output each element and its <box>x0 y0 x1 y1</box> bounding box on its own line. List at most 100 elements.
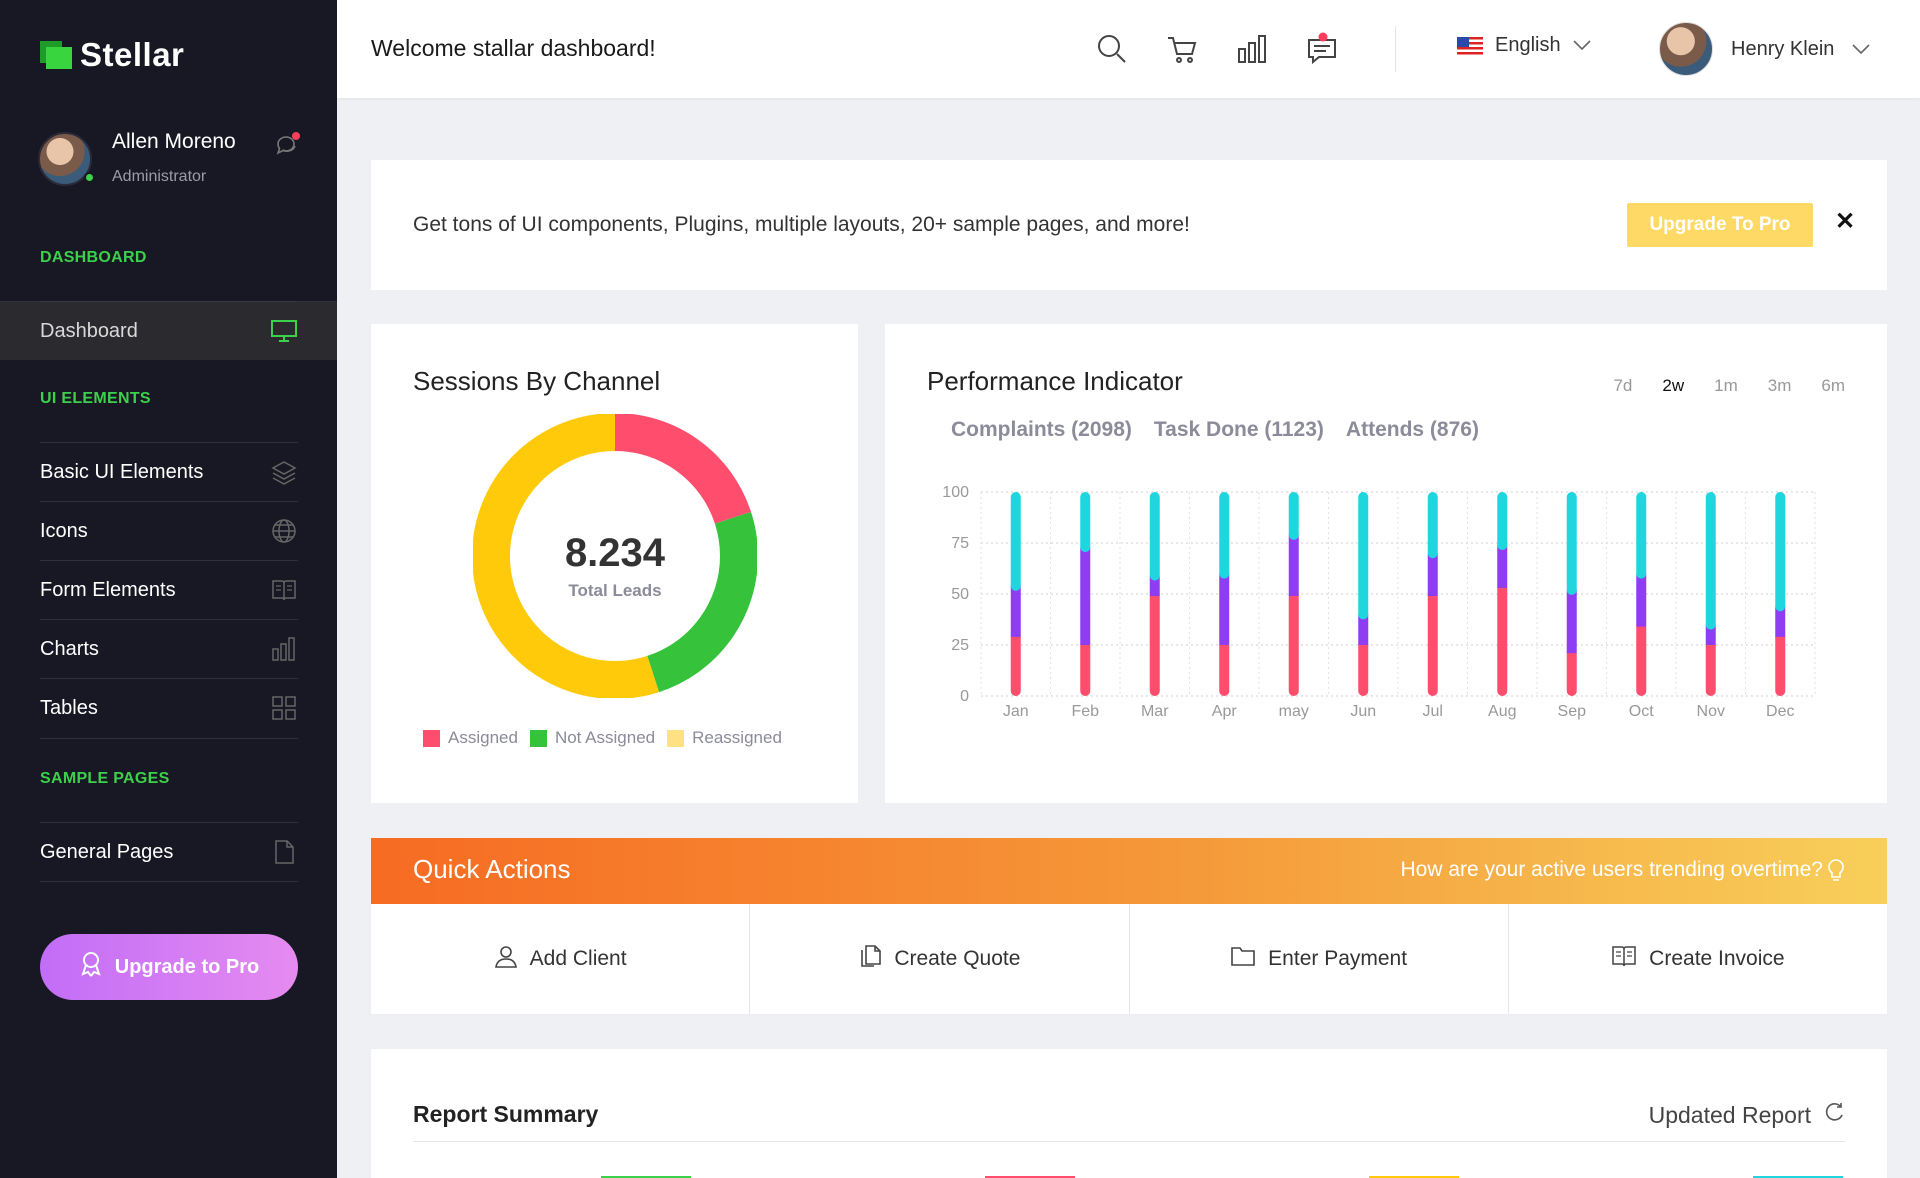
language-selector[interactable]: English <box>1457 34 1591 57</box>
search-icon[interactable] <box>1095 32 1129 66</box>
online-status-dot <box>84 172 95 183</box>
chevron-down-icon <box>1852 38 1870 61</box>
sidebar-item-basic-ui[interactable]: Basic UI Elements <box>40 442 298 501</box>
promo-banner: Get tons of UI components, Plugins, mult… <box>371 160 1887 290</box>
report-title: Report Summary <box>413 1101 599 1127</box>
x-tick-label: Jan <box>1003 703 1029 720</box>
sessions-card: Sessions By Channel 8.234 Total Leads As… <box>371 324 858 803</box>
performance-bar-chart: 0 25 50 75 100 Jan Feb Mar Apr may Jun Jul Aug Sep Oct… <box>942 484 1816 720</box>
avatar <box>1659 22 1713 76</box>
y-tick-label: 75 <box>951 535 969 552</box>
banner-upgrade-button[interactable]: Upgrade To Pro <box>1627 203 1813 247</box>
range-option[interactable]: 6m <box>1821 376 1845 395</box>
upgrade-label: Upgrade to Pro <box>114 955 260 978</box>
sidebar-item-dashboard[interactable]: Dashboard <box>0 301 337 360</box>
upgrade-to-pro-button[interactable]: Upgrade to Pro <box>40 934 298 1000</box>
section-label-dashboard: DASHBOARD <box>40 249 147 266</box>
sidebar-item-general-pages[interactable]: General Pages <box>40 822 298 881</box>
create-invoice-button[interactable]: Create Invoice <box>1509 904 1887 1014</box>
y-tick-label: 25 <box>951 637 969 654</box>
add-client-button[interactable]: Add Client <box>371 904 751 1014</box>
chat-icon[interactable] <box>274 132 300 158</box>
brand-logo[interactable]: Stellar <box>40 36 184 74</box>
range-option[interactable]: 7d <box>1613 376 1633 395</box>
file-icon <box>270 838 298 866</box>
sidebar-item-tables[interactable]: Tables <box>40 678 298 737</box>
action-label: Create Invoice <box>1649 947 1785 970</box>
layers-icon <box>270 458 298 486</box>
range-option[interactable]: 1m <box>1714 376 1738 395</box>
x-tick-label: Nov <box>1697 703 1725 720</box>
sidebar-profile[interactable]: Allen Moreno Administrator <box>38 130 300 190</box>
action-label: Enter Payment <box>1268 947 1408 970</box>
sidebar-item-label: Form Elements <box>40 578 176 601</box>
report-divider <box>413 1141 1845 1142</box>
sidebar: Stellar Allen Moreno Administrator DASHB… <box>0 0 337 1178</box>
create-quote-button[interactable]: Create Quote <box>750 904 1130 1014</box>
legend-label: Attends (876) <box>1345 418 1479 441</box>
profile-name: Allen Moreno <box>112 130 236 153</box>
sidebar-item-form-elements[interactable]: Form Elements <box>40 560 298 619</box>
donut-slice-reassigned <box>473 414 757 698</box>
monitor-icon <box>270 317 298 345</box>
globe-icon <box>270 517 298 545</box>
bar-chart-icon[interactable] <box>1235 32 1269 66</box>
x-tick-label: Mar <box>1141 703 1169 720</box>
sidebar-divider <box>40 738 298 739</box>
report-accent-green <box>601 1176 691 1178</box>
x-tick-label: Apr <box>1212 703 1238 720</box>
enter-payment-button[interactable]: Enter Payment <box>1130 904 1509 1014</box>
section-label-sample-pages: SAMPLE PAGES <box>40 770 170 787</box>
legend-label: Assigned <box>448 728 518 747</box>
performance-legend: Complaints (2098) Task Done (1123) Atten… <box>951 418 1479 442</box>
action-label: Create Quote <box>894 947 1021 970</box>
sidebar-item-label: Basic UI Elements <box>40 460 204 483</box>
messages-icon[interactable] <box>1305 32 1339 66</box>
legend-swatch <box>667 729 685 747</box>
legend-item: Reassigned <box>667 728 782 748</box>
update-report-button[interactable]: Updated Report <box>1649 1101 1845 1129</box>
sidebar-item-icons[interactable]: Icons <box>40 501 298 560</box>
legend-item: Not Assigned <box>529 728 656 748</box>
cart-icon[interactable] <box>1165 32 1199 66</box>
language-label: English <box>1495 34 1561 56</box>
notification-dot <box>292 132 300 140</box>
documents-icon <box>858 944 882 974</box>
x-tick-label: Feb <box>1071 703 1099 720</box>
legend-swatch <box>423 729 440 747</box>
user-menu[interactable]: Henry Klein <box>1659 22 1870 76</box>
legend-swatch <box>529 729 547 747</box>
y-tick-label: 100 <box>942 484 969 501</box>
performance-card: Performance Indicator 7d 2w 1m 3m 6m Com… <box>885 324 1887 803</box>
x-tick-label: Oct <box>1629 703 1654 720</box>
section-label-ui-elements: UI ELEMENTS <box>40 390 151 407</box>
avatar <box>38 132 92 186</box>
y-tick-label: 50 <box>951 586 969 603</box>
x-tick-label: Dec <box>1766 703 1794 720</box>
y-tick-label: 0 <box>960 688 969 705</box>
range-option-active[interactable]: 2w <box>1662 376 1685 395</box>
sidebar-item-charts[interactable]: Charts <box>40 619 298 678</box>
report-summary-card: Report Summary Updated Report <box>371 1049 1887 1178</box>
legend-label: Not Assigned <box>554 728 656 747</box>
sidebar-item-label: Icons <box>40 519 88 542</box>
book-icon <box>1611 944 1637 974</box>
range-option[interactable]: 3m <box>1767 376 1792 395</box>
update-report-label: Updated Report <box>1648 1101 1811 1128</box>
user-name: Henry Klein <box>1731 37 1835 60</box>
x-tick-label: Aug <box>1488 703 1516 720</box>
report-accent-yellow <box>1369 1176 1459 1178</box>
action-label: Add Client <box>529 947 627 970</box>
refresh-icon <box>1823 1101 1845 1129</box>
sessions-legend: Assigned Not Assigned Reassigned <box>423 728 782 748</box>
bar-chart-icon <box>270 635 298 663</box>
sidebar-item-label: Tables <box>40 696 98 719</box>
sidebar-divider <box>40 881 298 882</box>
x-tick-label: Jul <box>1423 703 1443 720</box>
quick-actions-title: Quick Actions <box>413 854 571 884</box>
total-leads-label: Total Leads <box>568 581 661 600</box>
quick-actions-subtitle: How are your active users trending overt… <box>1400 858 1823 881</box>
close-icon[interactable]: ✕ <box>1835 208 1856 235</box>
legend-label: Complaints (2098) <box>951 418 1132 441</box>
sidebar-item-label: Dashboard <box>40 319 138 342</box>
